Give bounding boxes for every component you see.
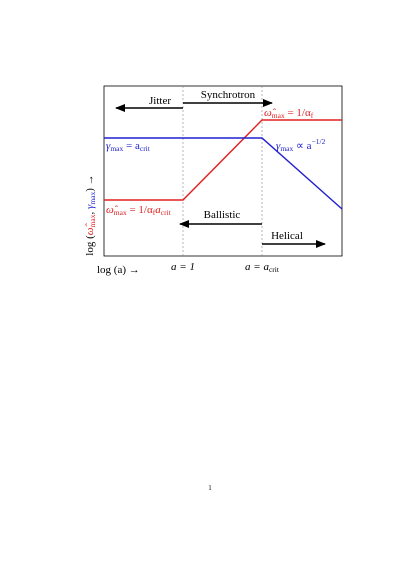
page-number: 1 xyxy=(208,484,212,492)
subscript: crit xyxy=(161,208,172,217)
text: = 1/α xyxy=(127,204,153,216)
x-axis-label: log (a) → xyxy=(97,264,140,276)
omega-curve xyxy=(104,119,342,201)
text: a = a xyxy=(245,261,269,273)
text: = 1/α xyxy=(285,107,311,119)
text: ∝ a xyxy=(293,140,311,152)
region-label: Jitter xyxy=(149,95,171,107)
superscript: −1/2 xyxy=(312,137,326,146)
annotation: γmax ∝ a−1/2 xyxy=(276,137,326,153)
text: ) → xyxy=(84,174,96,191)
subscript: f xyxy=(311,111,314,120)
subscript: max xyxy=(88,214,97,227)
subscript: max xyxy=(88,191,97,204)
text: a xyxy=(155,204,161,216)
x-tick-label: a = 1 xyxy=(171,261,195,273)
symbol: γ xyxy=(276,140,281,152)
region-label: Synchrotron xyxy=(201,89,256,101)
region-label: Helical xyxy=(271,230,303,242)
subscript: max xyxy=(280,144,293,153)
text: , xyxy=(84,209,96,215)
subscript: crit xyxy=(269,265,280,274)
frame xyxy=(103,85,343,257)
symbol: γ xyxy=(106,140,111,152)
y-axis-label: log (ω̂max, γmax) → xyxy=(84,174,97,255)
text: = a xyxy=(123,140,140,152)
text: log ( xyxy=(84,235,96,256)
text: a = 1 xyxy=(171,261,195,273)
annotation: ω̂max = 1/αfacrit xyxy=(106,204,172,217)
subscript: max xyxy=(114,208,127,217)
symbol: γ xyxy=(84,204,96,209)
annotation: γmax = acrit xyxy=(106,140,151,153)
region-label: Ballistic xyxy=(204,209,241,221)
subscript: max xyxy=(272,111,285,120)
x-tick-label: a = acrit xyxy=(245,261,280,274)
annotation: ω̂max = 1/αf xyxy=(264,107,314,120)
subscript: max xyxy=(110,144,123,153)
gamma-curve xyxy=(104,137,343,210)
subscript: crit xyxy=(140,144,151,153)
subscript: f xyxy=(153,208,156,217)
